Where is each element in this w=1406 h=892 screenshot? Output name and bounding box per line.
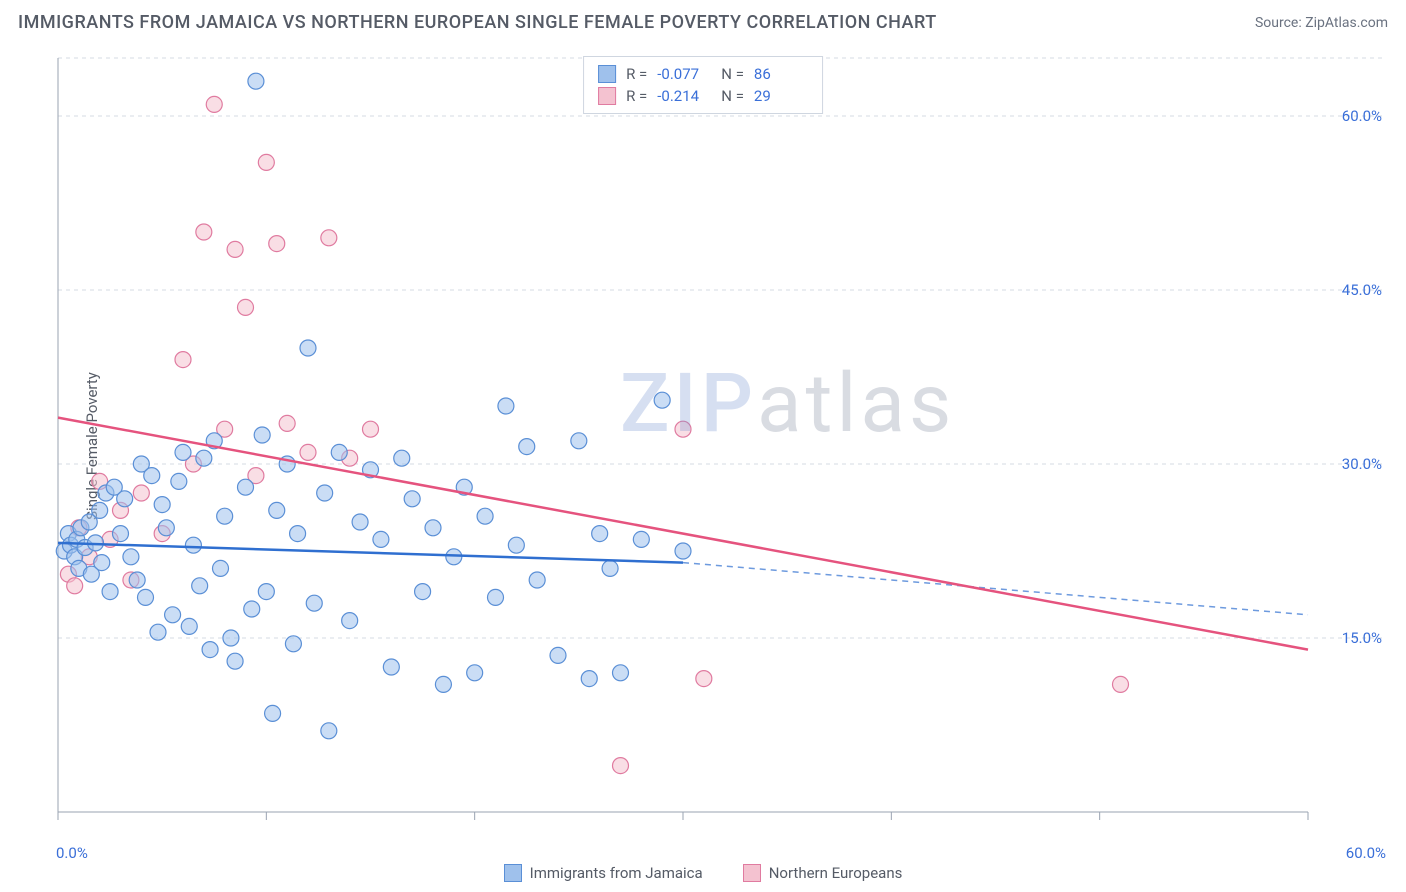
swatch-icon [504, 864, 522, 882]
svg-text:30.0%: 30.0% [1342, 455, 1382, 473]
x-tick-max: 60.0% [1346, 844, 1386, 862]
stat-r-1: -0.214 [657, 87, 711, 105]
legend-item-0: Immigrants from Jamaica [504, 864, 703, 882]
legend-item-1: Northern Europeans [743, 864, 903, 882]
legend-label-0: Immigrants from Jamaica [530, 864, 703, 882]
stats-row-0: R = -0.077 N = 86 [598, 63, 808, 85]
chart-title: IMMIGRANTS FROM JAMAICA VS NORTHERN EURO… [18, 12, 937, 33]
svg-text:60.0%: 60.0% [1342, 107, 1382, 125]
scatter-svg: 15.0% 30.0% 45.0% 60.0% [54, 54, 1388, 832]
plot-area: 15.0%30.0%45.0%60.0% ZIPatlas [54, 54, 1388, 832]
legend-label-1: Northern Europeans [769, 864, 903, 882]
stat-n-0: 86 [754, 65, 808, 83]
svg-text:15.0%: 15.0% [1342, 629, 1382, 647]
stats-row-1: R = -0.214 N = 29 [598, 85, 808, 107]
svg-text:45.0%: 45.0% [1342, 281, 1382, 299]
bottom-legend: Immigrants from Jamaica Northern Europea… [0, 864, 1406, 882]
swatch-icon [598, 65, 616, 83]
swatch-icon [743, 864, 761, 882]
stats-legend-box: R = -0.077 N = 86 R = -0.214 N = 29 [583, 56, 823, 114]
source-label: Source: ZipAtlas.com [1255, 15, 1388, 31]
stat-n-1: 29 [754, 87, 808, 105]
x-tick-min: 0.0% [56, 844, 88, 862]
stat-r-0: -0.077 [657, 65, 711, 83]
swatch-icon [598, 87, 616, 105]
